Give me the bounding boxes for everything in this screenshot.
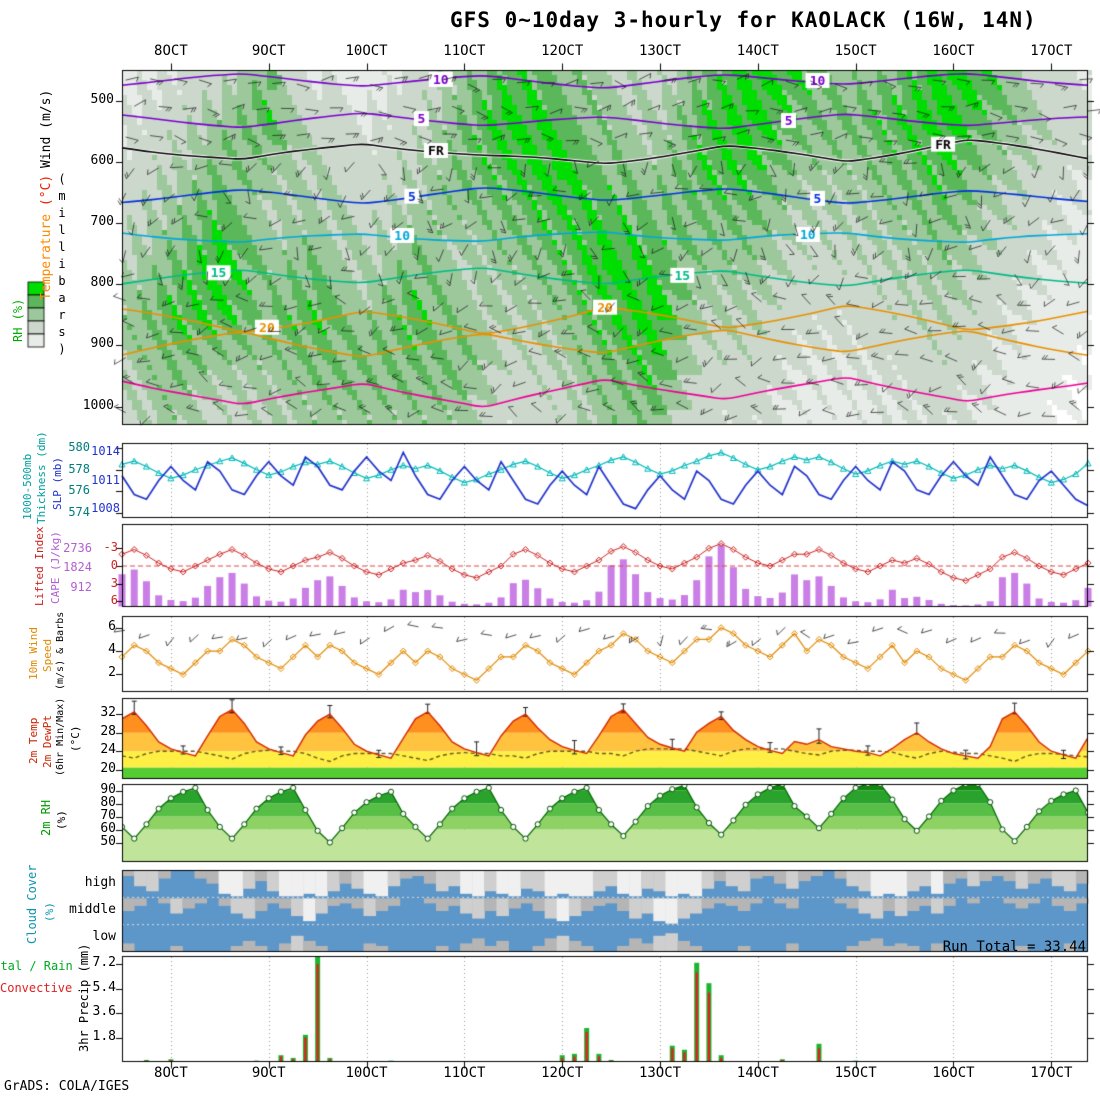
meteogram-canvas — [0, 0, 1100, 1100]
meteogram: GFS 0~10day 3-hourly for KAOLACK (16W, 1… — [0, 0, 1100, 1100]
